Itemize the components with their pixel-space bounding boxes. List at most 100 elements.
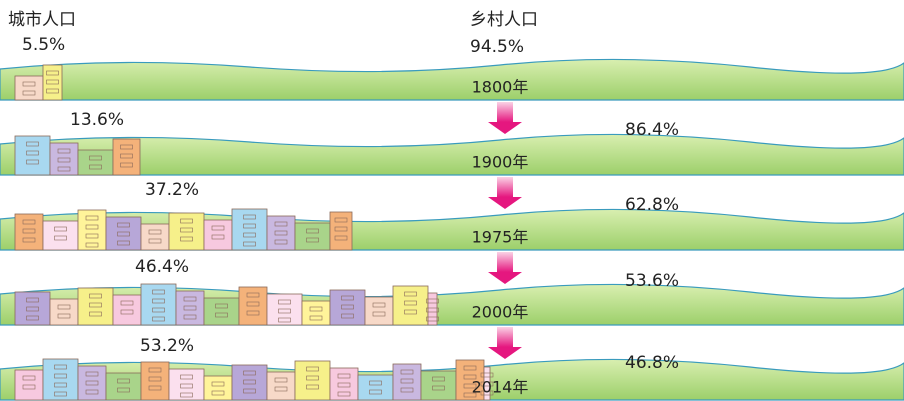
window bbox=[372, 302, 386, 308]
building bbox=[140, 283, 177, 326]
window bbox=[404, 309, 417, 315]
window bbox=[337, 382, 351, 388]
window bbox=[22, 228, 36, 234]
window bbox=[152, 298, 165, 304]
window bbox=[117, 387, 130, 393]
window bbox=[278, 299, 291, 305]
window bbox=[89, 155, 102, 161]
window bbox=[85, 215, 99, 221]
window bbox=[22, 375, 36, 381]
building bbox=[42, 64, 63, 101]
window bbox=[180, 236, 193, 242]
window bbox=[337, 391, 351, 397]
window bbox=[278, 308, 291, 314]
window bbox=[372, 311, 386, 317]
window bbox=[215, 303, 228, 309]
window bbox=[246, 292, 260, 298]
window bbox=[152, 289, 165, 295]
building bbox=[294, 360, 331, 401]
window bbox=[54, 235, 67, 241]
window bbox=[180, 374, 193, 380]
window bbox=[243, 232, 256, 238]
rural-share: 94.5% bbox=[470, 37, 524, 57]
urban-share: 13.6% bbox=[70, 110, 124, 130]
building bbox=[329, 367, 359, 401]
window bbox=[426, 298, 439, 304]
window bbox=[120, 144, 133, 150]
window bbox=[120, 300, 134, 306]
window bbox=[215, 312, 228, 318]
window bbox=[243, 223, 256, 229]
window bbox=[341, 313, 354, 319]
window bbox=[57, 157, 71, 163]
window bbox=[480, 390, 494, 396]
window bbox=[57, 313, 71, 319]
arrow-shaft bbox=[497, 252, 513, 272]
window bbox=[180, 218, 193, 224]
building bbox=[77, 149, 114, 176]
building bbox=[14, 75, 44, 101]
building bbox=[427, 292, 438, 326]
building bbox=[175, 290, 205, 326]
window bbox=[369, 380, 382, 386]
window bbox=[54, 226, 67, 232]
window bbox=[26, 297, 39, 303]
window bbox=[274, 221, 288, 227]
urban-share: 53.2% bbox=[140, 336, 194, 356]
window bbox=[246, 301, 260, 307]
rural-share: 46.8% bbox=[625, 353, 679, 373]
rural-share: 86.4% bbox=[625, 120, 679, 140]
window bbox=[404, 300, 417, 306]
building bbox=[42, 220, 79, 251]
building bbox=[168, 368, 205, 401]
building bbox=[49, 298, 79, 326]
window bbox=[180, 383, 193, 389]
window bbox=[309, 306, 323, 312]
window bbox=[89, 293, 102, 299]
window bbox=[426, 316, 439, 322]
building bbox=[392, 285, 429, 326]
year-label: 1800年 bbox=[472, 78, 529, 97]
window bbox=[306, 375, 319, 381]
building bbox=[203, 375, 233, 401]
window bbox=[26, 306, 39, 312]
building bbox=[112, 138, 141, 176]
window bbox=[211, 390, 225, 396]
window bbox=[426, 307, 439, 313]
window bbox=[54, 391, 67, 397]
arrow-shaft bbox=[497, 102, 513, 122]
window bbox=[306, 237, 319, 243]
arrow-head bbox=[488, 272, 522, 284]
window bbox=[463, 383, 477, 389]
window bbox=[211, 225, 225, 231]
building bbox=[203, 297, 240, 326]
arrow-head bbox=[488, 122, 522, 134]
building bbox=[14, 213, 44, 251]
rural-header: 乡村人口 bbox=[470, 10, 538, 30]
window bbox=[243, 370, 256, 376]
window bbox=[54, 382, 67, 388]
building bbox=[483, 366, 491, 401]
window bbox=[337, 373, 351, 379]
building bbox=[392, 363, 422, 401]
window bbox=[120, 309, 134, 315]
window bbox=[400, 378, 414, 384]
window bbox=[26, 315, 39, 321]
building bbox=[168, 212, 205, 251]
window bbox=[274, 230, 288, 236]
window bbox=[480, 381, 494, 387]
window bbox=[57, 166, 71, 172]
window bbox=[85, 233, 99, 239]
urban-share: 46.4% bbox=[135, 257, 189, 277]
window bbox=[180, 227, 193, 233]
window bbox=[54, 373, 67, 379]
window bbox=[480, 372, 494, 378]
window bbox=[274, 386, 288, 392]
building bbox=[301, 300, 331, 326]
year-label: 2014年 bbox=[472, 378, 529, 397]
window bbox=[148, 367, 162, 373]
building bbox=[357, 374, 394, 401]
window bbox=[89, 164, 102, 170]
window bbox=[463, 365, 477, 371]
window bbox=[306, 228, 319, 234]
